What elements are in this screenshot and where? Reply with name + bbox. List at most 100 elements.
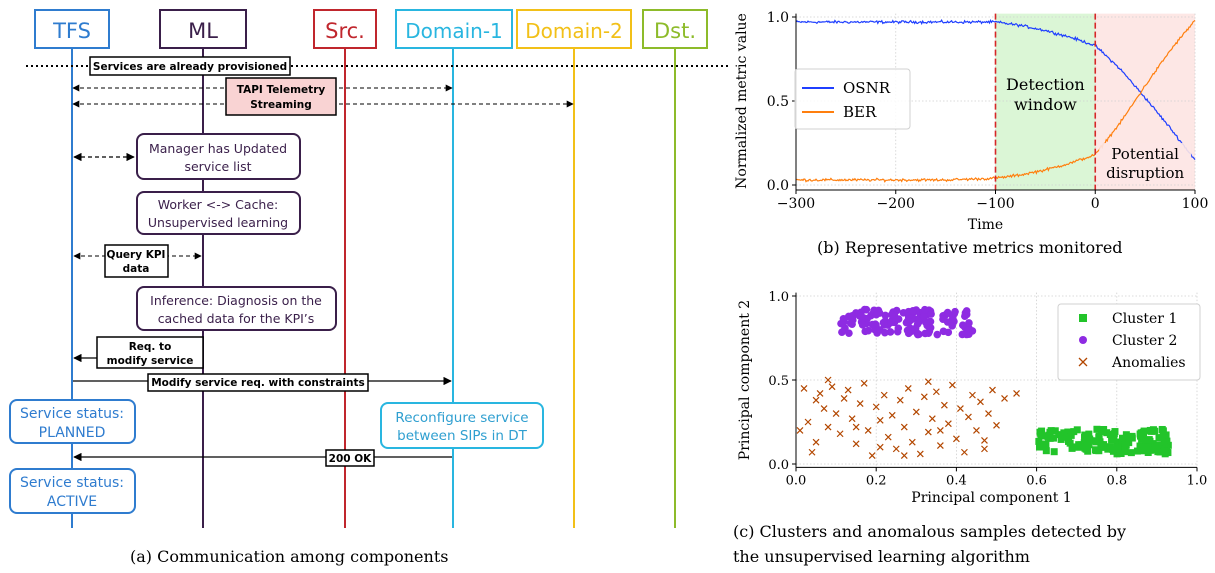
cluster-2-point <box>881 311 890 320</box>
cluster-1-point <box>1109 445 1117 453</box>
svg-text:Src.: Src. <box>325 19 365 43</box>
anomaly-point <box>804 418 812 426</box>
cluster-1-point <box>1127 449 1135 457</box>
cluster-2-point <box>926 324 935 332</box>
cluster-2-point <box>927 310 935 318</box>
anomaly-point <box>900 423 908 431</box>
anomaly-point <box>900 452 908 460</box>
anomaly-point <box>985 410 992 418</box>
svg-text:Inference: Diagnosis on the: Inference: Diagnosis on the <box>150 293 322 308</box>
cluster-1-point <box>1156 448 1164 456</box>
x-axis-label: Principal component 1 <box>911 490 1071 506</box>
provisioned-label: Services are already provisioned <box>89 56 291 76</box>
region-label: disruption <box>1106 164 1184 182</box>
svg-text:cached data for the KPI’s: cached data for the KPI’s <box>158 311 315 326</box>
cluster-1-point <box>1042 447 1050 455</box>
cluster-1-point <box>1071 443 1079 451</box>
cluster-1-point <box>1093 425 1101 433</box>
cluster-1-point <box>1154 441 1162 449</box>
x-tick-label: −300 <box>777 196 815 212</box>
cluster-1-point <box>1081 431 1089 439</box>
anomaly-point <box>876 416 884 424</box>
anomaly-point <box>884 433 892 441</box>
svg-text:Domain-1: Domain-1 <box>405 19 503 43</box>
svg-text:Modify service req. with const: Modify service req. with constraints <box>151 377 365 389</box>
region-label: window <box>1014 95 1077 114</box>
anomaly-point <box>981 445 988 453</box>
cluster-1-point <box>1055 431 1063 439</box>
cluster-1-point <box>1136 442 1144 450</box>
cluster-1-point <box>1092 446 1100 454</box>
x-tick-label: 0 <box>1091 196 1100 212</box>
svg-text:200 OK: 200 OK <box>329 453 372 465</box>
legend-label: Cluster 1 <box>1112 311 1177 327</box>
cluster-2-point <box>951 307 959 316</box>
anomaly-point <box>973 426 980 434</box>
anomaly-point <box>960 448 968 456</box>
svg-text:TAPI Telemetry: TAPI Telemetry <box>237 84 326 96</box>
x-tick-label: 0.8 <box>1106 473 1127 488</box>
x-tick-label: 1.0 <box>1187 473 1208 488</box>
header-domain2: Domain-2 <box>516 9 632 49</box>
cluster-2-point <box>961 312 969 321</box>
inference-note: Inference: Diagnosis on the cached data … <box>136 286 337 331</box>
cluster-chart: 0.0 0.2 0.4 0.6 0.8 1.0 0.0 0.5 1.0 Principal com… <box>737 290 1208 506</box>
cluster-1-point <box>1142 438 1150 446</box>
cluster-1-point <box>1051 427 1059 435</box>
cluster-2-point <box>933 330 942 339</box>
anomaly-point <box>860 379 868 387</box>
anomaly-point <box>896 396 904 404</box>
cluster-2-point <box>958 321 967 330</box>
svg-text:Domain-2: Domain-2 <box>525 19 623 43</box>
svg-text:between SIPs in DT: between SIPs in DT <box>397 428 527 444</box>
cluster-1-point <box>1064 428 1072 436</box>
cluster-2-point <box>913 320 922 328</box>
cluster-1-point <box>1122 441 1130 449</box>
anomaly-point <box>989 386 996 394</box>
cluster-2-point <box>838 328 846 336</box>
anomaly-point <box>944 420 952 428</box>
cluster-1-point <box>1121 446 1129 454</box>
cluster-1-point <box>1113 438 1121 446</box>
anomaly-point <box>916 450 924 458</box>
cluster-1-point <box>1049 434 1057 442</box>
cluster-1-point <box>1144 443 1152 451</box>
cluster-1-point <box>1145 436 1153 444</box>
y-axis-label: Normalized metric value <box>734 13 750 189</box>
cluster-1-point <box>1106 431 1114 439</box>
svg-text:Service status:: Service status: <box>20 475 124 491</box>
anomaly-point <box>1001 395 1008 402</box>
anomaly-point <box>876 443 884 451</box>
cluster-2-point <box>920 305 929 314</box>
cluster-2-point <box>845 329 853 337</box>
cluster-2-point <box>905 317 914 326</box>
cluster-1-point <box>1047 427 1055 435</box>
cluster-1-point <box>1035 437 1043 445</box>
svg-text:Streaming: Streaming <box>250 99 312 111</box>
legend-swatch <box>1078 357 1088 367</box>
cluster-1-point <box>1158 434 1166 442</box>
anomaly-point <box>908 438 916 446</box>
y-tick-label: 0.5 <box>767 94 789 110</box>
anomaly-point <box>1013 390 1020 397</box>
cluster-1-point <box>1162 431 1170 439</box>
svg-text:ML: ML <box>188 19 218 43</box>
caption-b: (b) Representative metrics monitored <box>817 238 1123 257</box>
cluster-2-point <box>840 317 848 326</box>
cluster-2-point <box>904 329 913 338</box>
status-active-note: Service status: ACTIVE <box>9 468 136 514</box>
svg-text:data: data <box>123 263 150 275</box>
cluster-2-point <box>861 327 870 336</box>
cluster-1-point <box>1159 427 1167 435</box>
cluster-2-point <box>876 326 884 334</box>
cluster-2-point <box>943 308 952 317</box>
x-tick-label: 0.0 <box>786 473 807 488</box>
svg-text:Unsupervised learning: Unsupervised learning <box>148 215 288 230</box>
anomaly-point <box>880 391 888 399</box>
cluster-1-point <box>1118 434 1126 442</box>
cluster-1-point <box>1117 450 1125 458</box>
cluster-1-point <box>1111 428 1119 436</box>
region-label: Detection <box>1006 75 1085 94</box>
cluster-2-point <box>925 317 934 326</box>
